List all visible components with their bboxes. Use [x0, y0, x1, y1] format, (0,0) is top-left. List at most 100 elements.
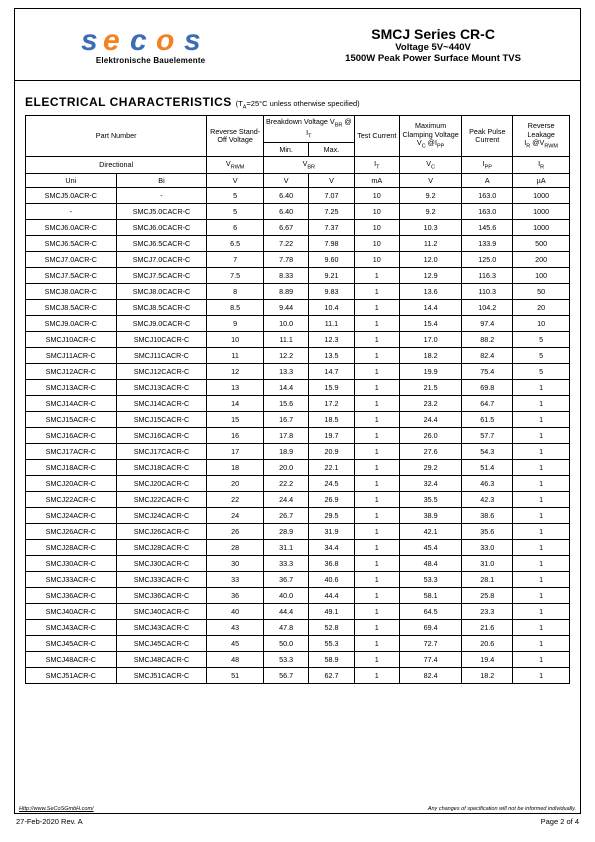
cell-vc: 42.1 [399, 524, 461, 540]
cell-vc: 32.4 [399, 476, 461, 492]
cell-uni: SMCJ20ACR-C [26, 476, 117, 492]
sym-vrwm: VRWM [207, 157, 264, 174]
cell-ipp: 31.0 [462, 556, 513, 572]
cell-max: 31.9 [309, 524, 354, 540]
sym-ir: IR [513, 157, 570, 174]
cell-it: 1 [354, 620, 399, 636]
cell-vc: 12.9 [399, 268, 461, 284]
col-test-current: Test Current [354, 115, 399, 157]
cell-min: 17.8 [263, 428, 308, 444]
col-directional: Directional [26, 157, 207, 174]
cell-min: 6.67 [263, 220, 308, 236]
cell-ipp: 19.4 [462, 652, 513, 668]
title-cell: SMCJ Series CR-C Voltage 5V~440V 1500W P… [286, 9, 580, 80]
cell-ir: 200 [513, 252, 570, 268]
cell-bi: SMCJ17CACR-C [116, 444, 207, 460]
cell-vrwm: 13 [207, 380, 264, 396]
cell-uni: SMCJ43ACR-C [26, 620, 117, 636]
col-min: Min. [263, 143, 308, 157]
cell-it: 1 [354, 268, 399, 284]
table-row: SMCJ7.0ACR-CSMCJ7.0CACR-C77.789.601012.0… [26, 252, 570, 268]
section-note: (TA=25°C unless otherwise specified) [236, 99, 360, 108]
footer-revision: 27-Feb-2020 Rev. A [16, 817, 83, 826]
cell-vc: 24.4 [399, 412, 461, 428]
col-max: Max. [309, 143, 354, 157]
cell-uni: SMCJ15ACR-C [26, 412, 117, 428]
cell-ir: 1000 [513, 204, 570, 220]
cell-uni: SMCJ12ACR-C [26, 364, 117, 380]
cell-ir: 1 [513, 396, 570, 412]
cell-uni: SMCJ26ACR-C [26, 524, 117, 540]
cell-bi: SMCJ6.5CACR-C [116, 236, 207, 252]
cell-max: 34.4 [309, 540, 354, 556]
cell-max: 12.3 [309, 332, 354, 348]
cell-uni: SMCJ33ACR-C [26, 572, 117, 588]
col-peak-pulse: Peak Pulse Current [462, 115, 513, 157]
cell-ir: 5 [513, 348, 570, 364]
cell-bi: SMCJ43CACR-C [116, 620, 207, 636]
cell-vrwm: 36 [207, 588, 264, 604]
sym-vc: VC [399, 157, 461, 174]
cell-vrwm: 28 [207, 540, 264, 556]
cell-vc: 17.0 [399, 332, 461, 348]
cell-bi: SMCJ7.0CACR-C [116, 252, 207, 268]
cell-bi: SMCJ36CACR-C [116, 588, 207, 604]
table-row: SMCJ16ACR-CSMCJ16CACR-C1617.819.7126.057… [26, 428, 570, 444]
cell-max: 49.1 [309, 604, 354, 620]
cell-ipp: 54.3 [462, 444, 513, 460]
cell-bi: SMCJ24CACR-C [116, 508, 207, 524]
cell-vrwm: 45 [207, 636, 264, 652]
cell-bi: SMCJ13CACR-C [116, 380, 207, 396]
cell-ipp: 110.3 [462, 284, 513, 300]
cell-vrwm: 14 [207, 396, 264, 412]
cell-bi: SMCJ26CACR-C [116, 524, 207, 540]
table-row: SMCJ30ACR-CSMCJ30CACR-C3033.336.8148.431… [26, 556, 570, 572]
cell-vc: 35.5 [399, 492, 461, 508]
cell-max: 7.98 [309, 236, 354, 252]
cell-vc: 15.4 [399, 316, 461, 332]
table-row: SMCJ8.0ACR-CSMCJ8.0CACR-C88.899.83113.61… [26, 284, 570, 300]
cell-ipp: 133.9 [462, 236, 513, 252]
cell-min: 11.1 [263, 332, 308, 348]
cell-ir: 100 [513, 268, 570, 284]
cell-it: 1 [354, 332, 399, 348]
cell-min: 15.6 [263, 396, 308, 412]
cell-max: 58.9 [309, 652, 354, 668]
cell-bi: SMCJ48CACR-C [116, 652, 207, 668]
cell-vc: 23.2 [399, 396, 461, 412]
cell-ir: 1000 [513, 220, 570, 236]
cell-vrwm: 30 [207, 556, 264, 572]
cell-min: 8.89 [263, 284, 308, 300]
cell-uni: SMCJ17ACR-C [26, 444, 117, 460]
table-row: SMCJ6.0ACR-CSMCJ6.0CACR-C66.677.371010.3… [26, 220, 570, 236]
cell-it: 1 [354, 300, 399, 316]
unit-ua: µA [513, 174, 570, 188]
cell-it: 1 [354, 348, 399, 364]
cell-it: 1 [354, 588, 399, 604]
cell-it: 1 [354, 556, 399, 572]
cell-bi: SMCJ30CACR-C [116, 556, 207, 572]
cell-vc: 19.9 [399, 364, 461, 380]
cell-bi: SMCJ7.5CACR-C [116, 268, 207, 284]
cell-max: 40.6 [309, 572, 354, 588]
cell-vc: 10.3 [399, 220, 461, 236]
cell-ir: 1 [513, 668, 570, 684]
cell-ipp: 64.7 [462, 396, 513, 412]
cell-ir: 10 [513, 316, 570, 332]
cell-min: 6.40 [263, 204, 308, 220]
cell-uni: SMCJ6.5ACR-C [26, 236, 117, 252]
section-title-text: ELECTRICAL CHARACTERISTICS [25, 95, 232, 109]
cell-it: 1 [354, 460, 399, 476]
cell-ipp: 25.8 [462, 588, 513, 604]
cell-it: 1 [354, 524, 399, 540]
cell-uni: SMCJ30ACR-C [26, 556, 117, 572]
cell-vc: 77.4 [399, 652, 461, 668]
cell-ipp: 46.3 [462, 476, 513, 492]
cell-min: 16.7 [263, 412, 308, 428]
table-body: SMCJ5.0ACR-C-56.407.07109.2163.01000-SMC… [26, 188, 570, 684]
cell-bi: SMCJ40CACR-C [116, 604, 207, 620]
cell-vc: 48.4 [399, 556, 461, 572]
cell-uni: - [26, 204, 117, 220]
sym-ipp: IPP [462, 157, 513, 174]
cell-min: 8.33 [263, 268, 308, 284]
